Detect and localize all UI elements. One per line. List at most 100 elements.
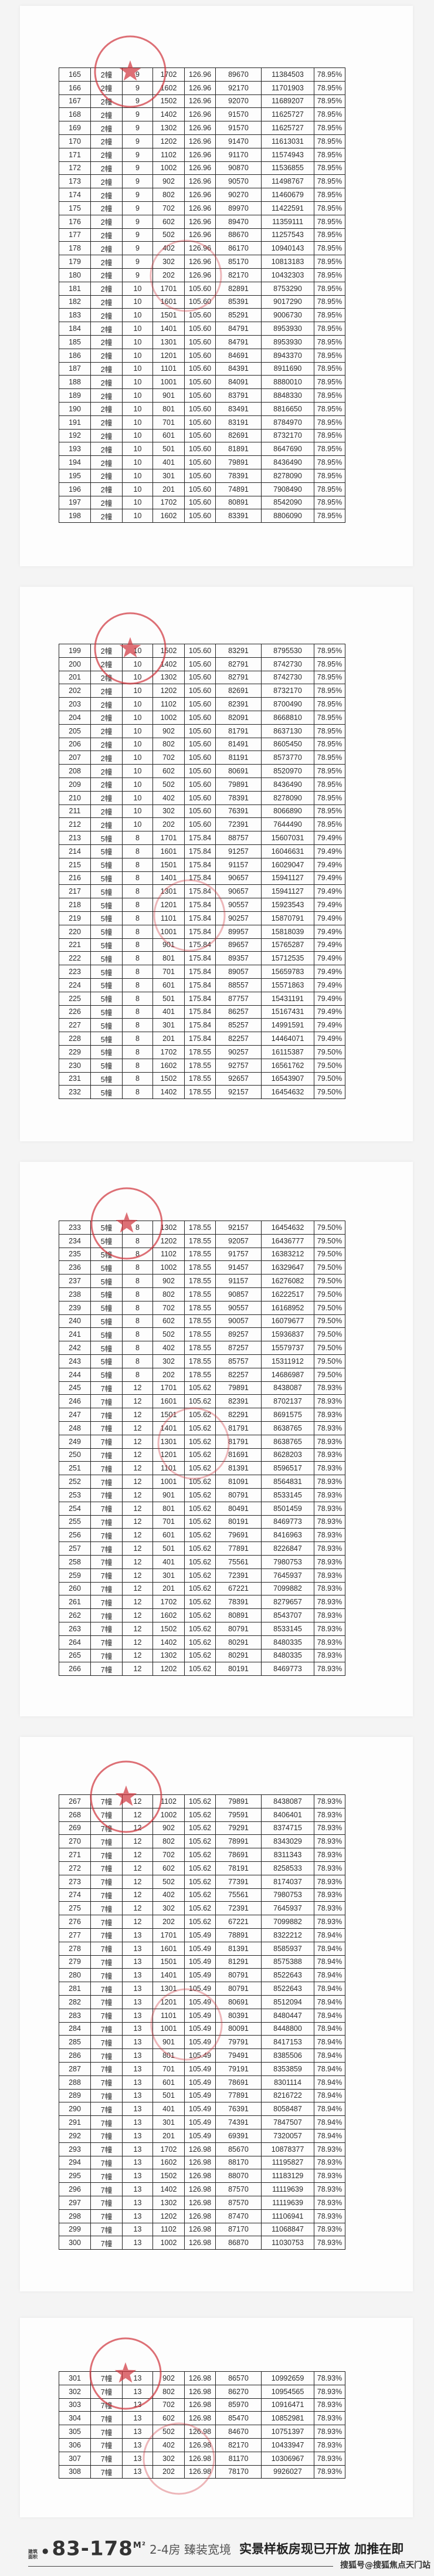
unit-price-cell: 92170 xyxy=(215,80,262,95)
total-price-cell: 11068847 xyxy=(261,2222,314,2237)
unit-price-cell: 83391 xyxy=(215,509,262,523)
row-number-cell: 261 xyxy=(59,1595,91,1610)
building-cell: 2幢 xyxy=(90,107,123,122)
building-cell: 7幢 xyxy=(90,2115,123,2129)
row-number-cell: 219 xyxy=(59,911,91,925)
room-number-cell: 602 xyxy=(152,214,185,229)
building-cell: 7幢 xyxy=(90,2008,123,2023)
table-row: 265 7幢 12 1302 105.62 80291 8480335 78.93% xyxy=(59,1648,345,1663)
area-cell: 105.49 xyxy=(184,1928,216,1942)
unit-price-cell: 72391 xyxy=(215,1901,262,1916)
building-cell: 7幢 xyxy=(90,1928,123,1942)
unit-price-cell: 79891 xyxy=(215,1381,262,1395)
room-number-cell: 1701 xyxy=(152,1381,185,1395)
building-cell: 7幢 xyxy=(90,2142,123,2156)
room-number-cell: 1102 xyxy=(152,1247,185,1262)
unit-cell: 10 xyxy=(122,495,153,510)
area-cell: 105.49 xyxy=(184,1982,216,1996)
area-cell: 175.84 xyxy=(184,831,216,845)
row-number-cell: 197 xyxy=(59,495,91,510)
unit-price-cell: 82391 xyxy=(215,1394,262,1409)
unit-cell: 13 xyxy=(122,2222,153,2237)
unit-cell: 12 xyxy=(122,1475,153,1489)
building-cell: 7幢 xyxy=(90,2195,123,2210)
table-row: 240 5幢 8 602 178.55 90057 16079677 79.50% xyxy=(59,1314,345,1328)
total-price-cell: 16329647 xyxy=(261,1260,314,1275)
row-number-cell: 234 xyxy=(59,1233,91,1248)
unit-cell: 10 xyxy=(122,388,153,403)
table-row: 271 7幢 12 702 105.62 78691 8311343 78.93% xyxy=(59,1848,345,1862)
row-number-cell: 216 xyxy=(59,871,91,885)
room-number-cell: 1502 xyxy=(152,2169,185,2183)
area-cell: 175.84 xyxy=(184,965,216,979)
table-row: 229 5幢 8 1702 178.55 90257 16115387 79.50% xyxy=(59,1044,345,1059)
unit-price-cell: 75561 xyxy=(215,1888,262,1902)
unit-cell: 13 xyxy=(122,2035,153,2050)
unit-cell: 8 xyxy=(122,898,153,912)
table-row: 210 2幢 10 402 105.60 78391 8278090 78.95% xyxy=(59,790,345,805)
table-row: 286 7幢 13 801 105.49 79491 8385506 78.94% xyxy=(59,2048,345,2063)
unit-price-cell: 89657 xyxy=(215,938,262,952)
unit-price-cell: 90257 xyxy=(215,1044,262,1059)
area-cell: 126.96 xyxy=(184,67,216,82)
building-cell: 7幢 xyxy=(90,1381,123,1395)
room-number-cell: 801 xyxy=(152,401,185,416)
room-number-cell: 702 xyxy=(152,751,185,765)
total-price-cell: 8953930 xyxy=(261,334,314,349)
unit-cell: 10 xyxy=(122,751,153,765)
room-number-cell: 802 xyxy=(152,2384,185,2399)
total-price-cell: 8702137 xyxy=(261,1394,314,1409)
row-number-cell: 199 xyxy=(59,644,91,658)
area-cell: 105.49 xyxy=(184,2048,216,2063)
building-cell: 7幢 xyxy=(90,1807,123,1822)
ratio-cell: 79.49% xyxy=(314,938,345,952)
total-price-cell: 16276082 xyxy=(261,1274,314,1288)
table-row: 290 7幢 13 401 105.49 76391 8058487 78.94% xyxy=(59,2102,345,2117)
total-price-cell: 11359111 xyxy=(261,214,314,229)
total-price-cell: 8700490 xyxy=(261,697,314,711)
row-number-cell: 196 xyxy=(59,482,91,496)
table-row: 190 2幢 10 801 105.60 83491 8816650 78.95% xyxy=(59,401,345,416)
unit-price-cell: 80891 xyxy=(215,495,262,510)
area-cell: 126.96 xyxy=(184,161,216,175)
room-number-cell: 901 xyxy=(152,1488,185,1502)
building-cell: 2幢 xyxy=(90,255,123,269)
unit-cell: 13 xyxy=(122,2048,153,2063)
room-number-cell: 1002 xyxy=(152,710,185,725)
room-number-cell: 1501 xyxy=(152,308,185,323)
room-number-cell: 902 xyxy=(152,2371,185,2385)
total-price-cell: 8469773 xyxy=(261,1662,314,1676)
table-row: 213 5幢 8 1701 175.84 88757 15607031 79.49% xyxy=(59,831,345,845)
row-number-cell: 300 xyxy=(59,2236,91,2250)
row-number-cell: 263 xyxy=(59,1621,91,1636)
ratio-cell: 79.50% xyxy=(314,1058,345,1073)
unit-cell: 8 xyxy=(122,1260,153,1275)
building-cell: 7幢 xyxy=(90,1528,123,1543)
row-number-cell: 248 xyxy=(59,1421,91,1435)
total-price-cell: 8943370 xyxy=(261,348,314,363)
unit-price-cell: 79291 xyxy=(215,1821,262,1835)
room-number-cell: 401 xyxy=(152,2102,185,2117)
building-cell: 2幢 xyxy=(90,495,123,510)
room-number-cell: 301 xyxy=(152,1568,185,1583)
unit-price-cell: 81391 xyxy=(215,1461,262,1476)
unit-cell: 13 xyxy=(122,2398,153,2412)
total-price-cell: 11536855 xyxy=(261,161,314,175)
building-cell: 5幢 xyxy=(90,1058,123,1073)
building-cell: 2幢 xyxy=(90,241,123,256)
area-cell: 126.98 xyxy=(184,2142,216,2156)
unit-price-cell: 78391 xyxy=(215,790,262,805)
ratio-cell: 78.93% xyxy=(314,1528,345,1543)
unit-price-cell: 81170 xyxy=(215,2451,262,2466)
building-cell: 2幢 xyxy=(90,684,123,698)
unit-cell: 13 xyxy=(122,2465,153,2479)
area-cell: 126.96 xyxy=(184,121,216,135)
building-cell: 2幢 xyxy=(90,295,123,309)
unit-price-cell: 86870 xyxy=(215,2236,262,2250)
room-number-cell: 301 xyxy=(152,1018,185,1033)
ratio-cell: 78.93% xyxy=(314,2209,345,2223)
area-cell: 105.60 xyxy=(184,777,216,792)
table-row: 257 7幢 12 501 105.62 77891 8226847 78.93% xyxy=(59,1541,345,1556)
row-number-cell: 244 xyxy=(59,1367,91,1382)
unit-cell: 10 xyxy=(122,348,153,363)
